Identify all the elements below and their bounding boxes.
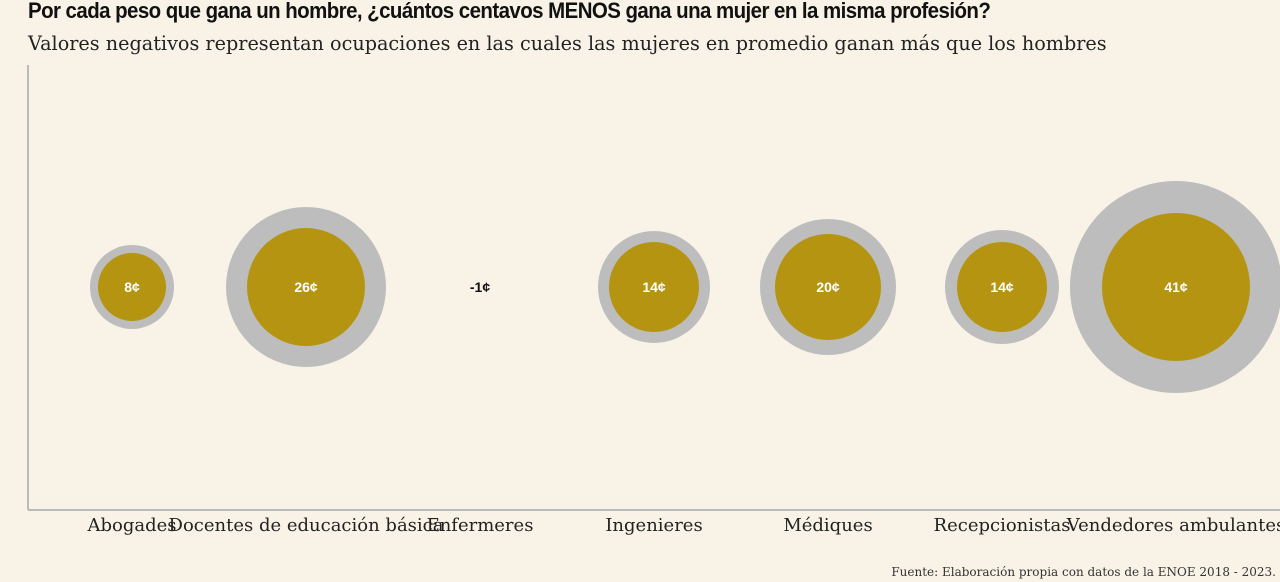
data-label: 14¢	[990, 279, 1014, 295]
inner-bubble	[609, 242, 699, 332]
inner-bubble	[775, 234, 881, 340]
data-label: 20¢	[816, 279, 840, 295]
chart-title: Por cada peso que gana un hombre, ¿cuánt…	[28, 0, 991, 23]
x-tick-label: Médiques	[783, 515, 872, 536]
x-tick-label: Ingenieres	[605, 515, 702, 536]
inner-bubble	[247, 228, 365, 346]
data-label: 14¢	[642, 279, 666, 295]
x-tick-label: Docentes de educación básica	[169, 515, 444, 536]
chart-subtitle: Valores negativos representan ocupacione…	[28, 31, 1107, 55]
x-tick-label: Recepcionistas	[934, 515, 1071, 536]
data-label: 41¢	[1164, 279, 1188, 295]
inner-bubble	[957, 242, 1047, 332]
data-label: -1¢	[470, 279, 490, 295]
inner-bubble	[98, 253, 166, 321]
x-tick-label: Abogades	[86, 515, 176, 536]
inner-bubble	[1102, 213, 1250, 361]
x-tick-label: Vendedores ambulantes	[1066, 515, 1280, 536]
source-note: Fuente: Elaboración propia con datos de …	[891, 565, 1276, 579]
data-label: 8¢	[124, 279, 140, 295]
x-tick-label: Enfermeres	[427, 515, 534, 536]
data-label: 26¢	[294, 279, 318, 295]
